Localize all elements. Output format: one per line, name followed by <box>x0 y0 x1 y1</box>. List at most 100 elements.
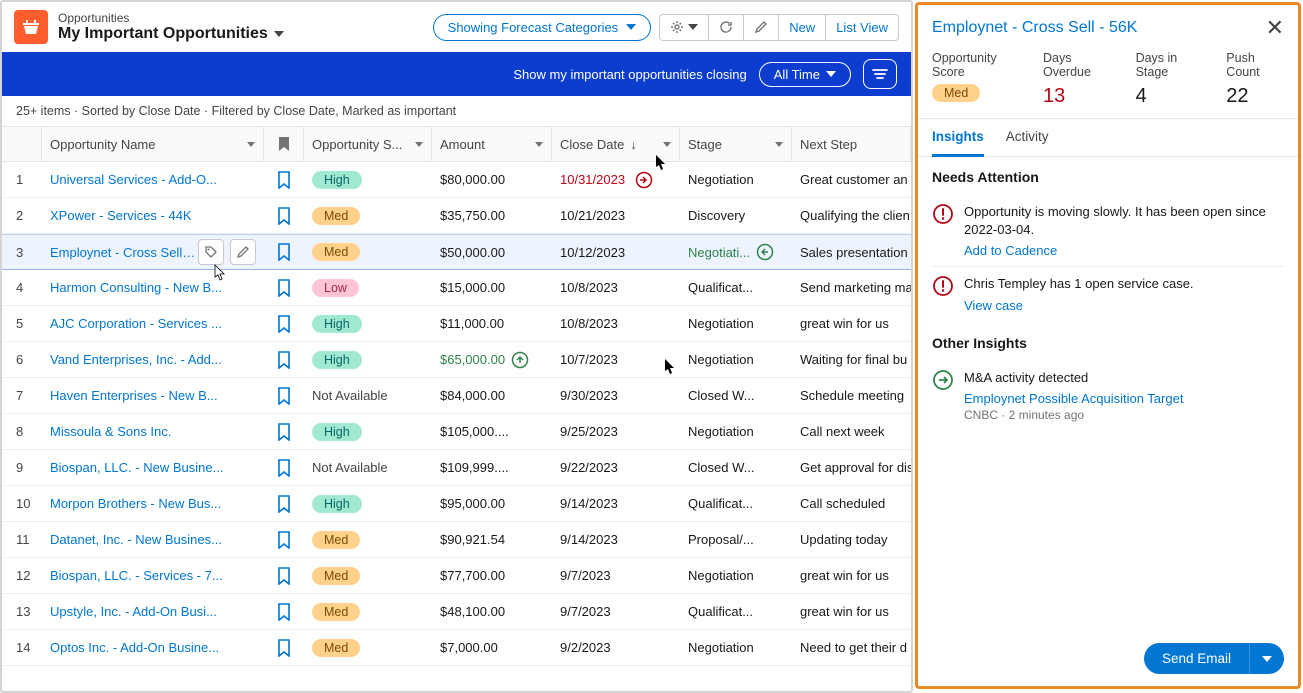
table-row[interactable]: 12Biospan, LLC. - Services - 7...Med$77,… <box>2 558 911 594</box>
col-opportunity-name[interactable]: Opportunity Name <box>42 127 264 161</box>
amount-value: $65,000.00 <box>440 352 505 367</box>
bookmark-cell[interactable] <box>264 558 304 593</box>
col-next-step[interactable]: Next Step <box>792 127 911 161</box>
bookmark-cell[interactable] <box>264 522 304 557</box>
opportunity-link[interactable]: AJC Corporation - Services ... <box>50 316 222 331</box>
listview-button[interactable]: List View <box>826 15 898 40</box>
table-row[interactable]: 5AJC Corporation - Services ...High$11,0… <box>2 306 911 342</box>
cell-next-step: Updating today <box>792 522 911 557</box>
settings-button[interactable] <box>660 15 709 40</box>
col-stage[interactable]: Stage <box>680 127 792 161</box>
opportunity-link[interactable]: Employnet - Cross Sell - 56K <box>50 245 198 260</box>
date-value: 10/7/2023 <box>560 352 618 367</box>
panel-title[interactable]: Employnet - Cross Sell - 56K <box>932 19 1137 37</box>
col-score[interactable]: Opportunity S... <box>304 127 432 161</box>
metric-label: Opportunity Score <box>932 51 1021 79</box>
edit-row-button[interactable] <box>230 239 256 265</box>
opportunity-link[interactable]: Biospan, LLC. - New Busine... <box>50 460 223 475</box>
time-filter[interactable]: All Time <box>759 62 851 87</box>
tag-button[interactable] <box>198 239 224 265</box>
metric-label: Days in Stage <box>1136 51 1205 79</box>
table-row[interactable]: 10Morpon Brothers - New Bus...High$95,00… <box>2 486 911 522</box>
table-row[interactable]: 9Biospan, LLC. - New Busine...Not Availa… <box>2 450 911 486</box>
table-row[interactable]: 1Universal Services - Add-O...High$80,00… <box>2 162 911 198</box>
bookmark-cell[interactable] <box>264 594 304 629</box>
send-email-button[interactable]: Send Email <box>1144 643 1249 674</box>
col-close-date[interactable]: Close Date ↓ <box>552 127 680 161</box>
chevron-down-icon <box>274 31 284 37</box>
row-number: 3 <box>2 235 42 269</box>
refresh-button[interactable] <box>709 15 744 40</box>
cell-score: Med <box>304 198 432 233</box>
chevron-down-icon <box>415 142 423 147</box>
cell-date: 10/7/2023 <box>552 342 680 377</box>
cell-stage: Negotiation <box>680 162 792 197</box>
chevron-down-icon <box>775 142 783 147</box>
header-title[interactable]: My Important Opportunities <box>58 25 284 43</box>
cell-amount: $105,000.... <box>432 414 552 449</box>
table-row[interactable]: 6Vand Enterprises, Inc. - Add...High$65,… <box>2 342 911 378</box>
date-value: 9/2/2023 <box>560 640 611 655</box>
edit-button[interactable] <box>744 15 779 40</box>
table-row[interactable]: 3Employnet - Cross Sell - 56KMed$50,000.… <box>2 234 911 270</box>
bookmark-cell[interactable] <box>264 450 304 485</box>
col-bookmark[interactable] <box>264 127 304 161</box>
table-row[interactable]: 11Datanet, Inc. - New Busines...Med$90,9… <box>2 522 911 558</box>
cell-score: Not Available <box>304 378 432 413</box>
opportunity-link[interactable]: Universal Services - Add-O... <box>50 172 217 187</box>
opportunity-link[interactable]: XPower - Services - 44K <box>50 208 192 223</box>
opportunity-link[interactable]: Morpon Brothers - New Bus... <box>50 496 221 511</box>
tab-insights[interactable]: Insights <box>932 129 984 157</box>
bookmark-cell[interactable] <box>264 235 304 269</box>
cell-amount: $77,700.00 <box>432 558 552 593</box>
filter-settings-button[interactable] <box>863 59 897 89</box>
table-row[interactable]: 2XPower - Services - 44KMed$35,750.0010/… <box>2 198 911 234</box>
table-row[interactable]: 13Upstyle, Inc. - Add-On Busi...Med$48,1… <box>2 594 911 630</box>
bookmark-cell[interactable] <box>264 378 304 413</box>
opportunity-link[interactable]: Vand Enterprises, Inc. - Add... <box>50 352 222 367</box>
bookmark-cell[interactable] <box>264 342 304 377</box>
col-amount[interactable]: Amount <box>432 127 552 161</box>
bookmark-cell[interactable] <box>264 198 304 233</box>
insight-link[interactable]: Add to Cadence <box>964 243 1284 258</box>
send-email-dropdown[interactable] <box>1249 643 1284 674</box>
cell-name: Datanet, Inc. - New Busines... <box>42 522 264 557</box>
cell-amount: $35,750.00 <box>432 198 552 233</box>
table-body[interactable]: 1Universal Services - Add-O...High$80,00… <box>2 162 911 691</box>
insight-link[interactable]: Employnet Possible Acquisition Target <box>964 391 1183 406</box>
cell-amount: $7,000.00 <box>432 630 552 665</box>
new-button[interactable]: New <box>779 15 826 40</box>
metric-label: Push Count <box>1226 51 1284 79</box>
bookmark-cell[interactable] <box>264 630 304 665</box>
insights-list: Opportunity is moving slowly. It has bee… <box>932 195 1284 321</box>
cell-next-step: Need to get their d <box>792 630 911 665</box>
insight-link[interactable]: View case <box>964 298 1194 313</box>
stage-value: Negotiation <box>688 568 754 583</box>
cell-next-step: Waiting for final bu <box>792 342 911 377</box>
opportunity-link[interactable]: Biospan, LLC. - Services - 7... <box>50 568 223 583</box>
close-icon[interactable]: ✕ <box>1266 17 1284 39</box>
bookmark-cell[interactable] <box>264 162 304 197</box>
date-value: 9/7/2023 <box>560 604 611 619</box>
col-name-label: Opportunity Name <box>50 137 156 152</box>
opportunity-link[interactable]: Upstyle, Inc. - Add-On Busi... <box>50 604 217 619</box>
opportunity-link[interactable]: Datanet, Inc. - New Busines... <box>50 532 222 547</box>
tab-activity[interactable]: Activity <box>1006 129 1049 156</box>
forecast-dropdown[interactable]: Showing Forecast Categories <box>433 14 652 41</box>
bookmark-cell[interactable] <box>264 306 304 341</box>
table-row[interactable]: 4Harmon Consulting - New B...Low$15,000.… <box>2 270 911 306</box>
table-row[interactable]: 8Missoula & Sons Inc.High$105,000....9/2… <box>2 414 911 450</box>
cell-score: High <box>304 306 432 341</box>
opportunity-link[interactable]: Harmon Consulting - New B... <box>50 280 222 295</box>
opportunity-link[interactable]: Missoula & Sons Inc. <box>50 424 171 439</box>
bookmark-cell[interactable] <box>264 486 304 521</box>
cell-date: 9/30/2023 <box>552 378 680 413</box>
table-row[interactable]: 7Haven Enterprises - New B...Not Availab… <box>2 378 911 414</box>
bookmark-cell[interactable] <box>264 414 304 449</box>
bookmark-cell[interactable] <box>264 270 304 305</box>
opportunity-link[interactable]: Haven Enterprises - New B... <box>50 388 218 403</box>
score-badge: High <box>312 351 362 369</box>
opportunity-link[interactable]: Optos Inc. - Add-On Busine... <box>50 640 219 655</box>
score-badge: Med <box>312 207 360 225</box>
table-row[interactable]: 14Optos Inc. - Add-On Busine...Med$7,000… <box>2 630 911 666</box>
